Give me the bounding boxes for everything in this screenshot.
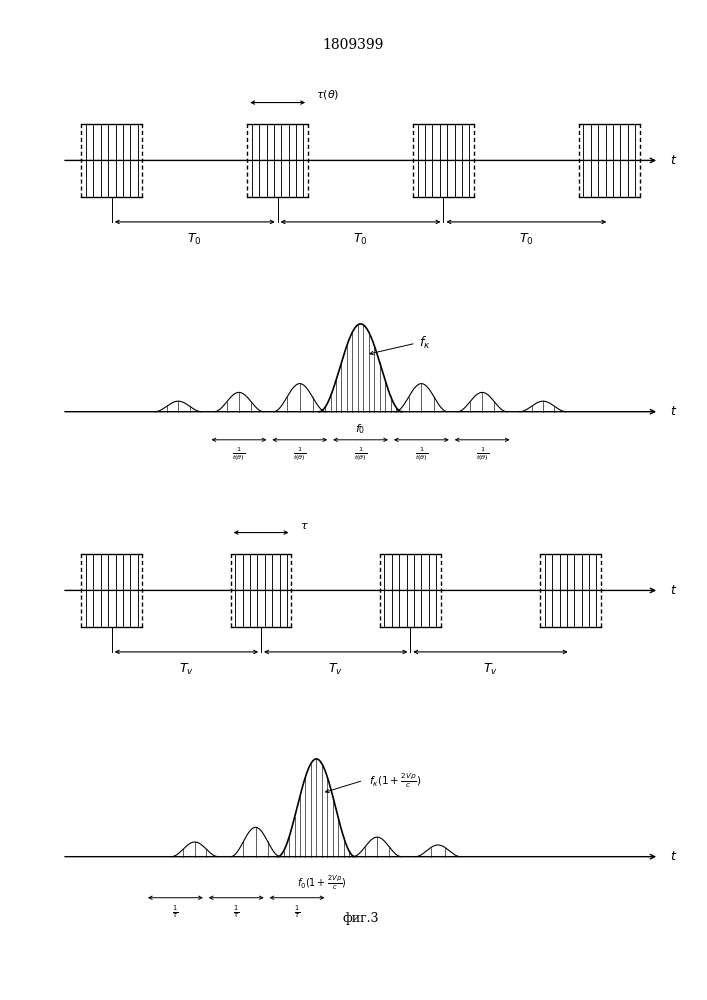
Text: $\frac{1}{\tau}$: $\frac{1}{\tau}$ <box>173 904 179 920</box>
Text: фиг.3: фиг.3 <box>342 912 379 925</box>
Text: $T_0$: $T_0$ <box>354 232 368 247</box>
Text: $\frac{1}{t(\theta)}$: $\frac{1}{t(\theta)}$ <box>476 445 489 463</box>
Text: $T_v$: $T_v$ <box>483 662 498 677</box>
Text: $\frac{1}{t(\theta)}$: $\frac{1}{t(\theta)}$ <box>293 445 306 463</box>
Text: $\frac{1}{\tau}$: $\frac{1}{\tau}$ <box>294 904 300 920</box>
Text: $\frac{1}{t(\theta)}$: $\frac{1}{t(\theta)}$ <box>415 445 428 463</box>
Text: $\tau(\theta)$: $\tau(\theta)$ <box>316 88 339 101</box>
Text: $\frac{1}{t(\theta)}$: $\frac{1}{t(\theta)}$ <box>233 445 245 463</box>
Text: $t$: $t$ <box>670 405 677 418</box>
Text: $T_0$: $T_0$ <box>519 232 534 247</box>
Text: $T_0$: $T_0$ <box>187 232 202 247</box>
Text: $t$: $t$ <box>670 154 677 167</box>
Text: $\tau$: $\tau$ <box>300 521 308 531</box>
Text: $\frac{1}{t(\theta)}$: $\frac{1}{t(\theta)}$ <box>354 445 367 463</box>
Text: $t$: $t$ <box>670 584 677 597</box>
Text: $T_v$: $T_v$ <box>328 662 343 677</box>
Text: $f_0(1+\frac{2V\rho}{c})$: $f_0(1+\frac{2V\rho}{c})$ <box>297 873 346 892</box>
Text: $f_0$: $f_0$ <box>356 422 366 436</box>
Text: $t$: $t$ <box>670 850 677 863</box>
Text: $f_\kappa$: $f_\kappa$ <box>419 335 430 351</box>
Text: $T_v$: $T_v$ <box>179 662 194 677</box>
Text: 1809399: 1809399 <box>323 38 384 52</box>
Text: $f_\kappa(1+\frac{2V\rho}{c})$: $f_\kappa(1+\frac{2V\rho}{c})$ <box>369 771 421 790</box>
Text: $\frac{1}{\tau}$: $\frac{1}{\tau}$ <box>233 904 240 920</box>
